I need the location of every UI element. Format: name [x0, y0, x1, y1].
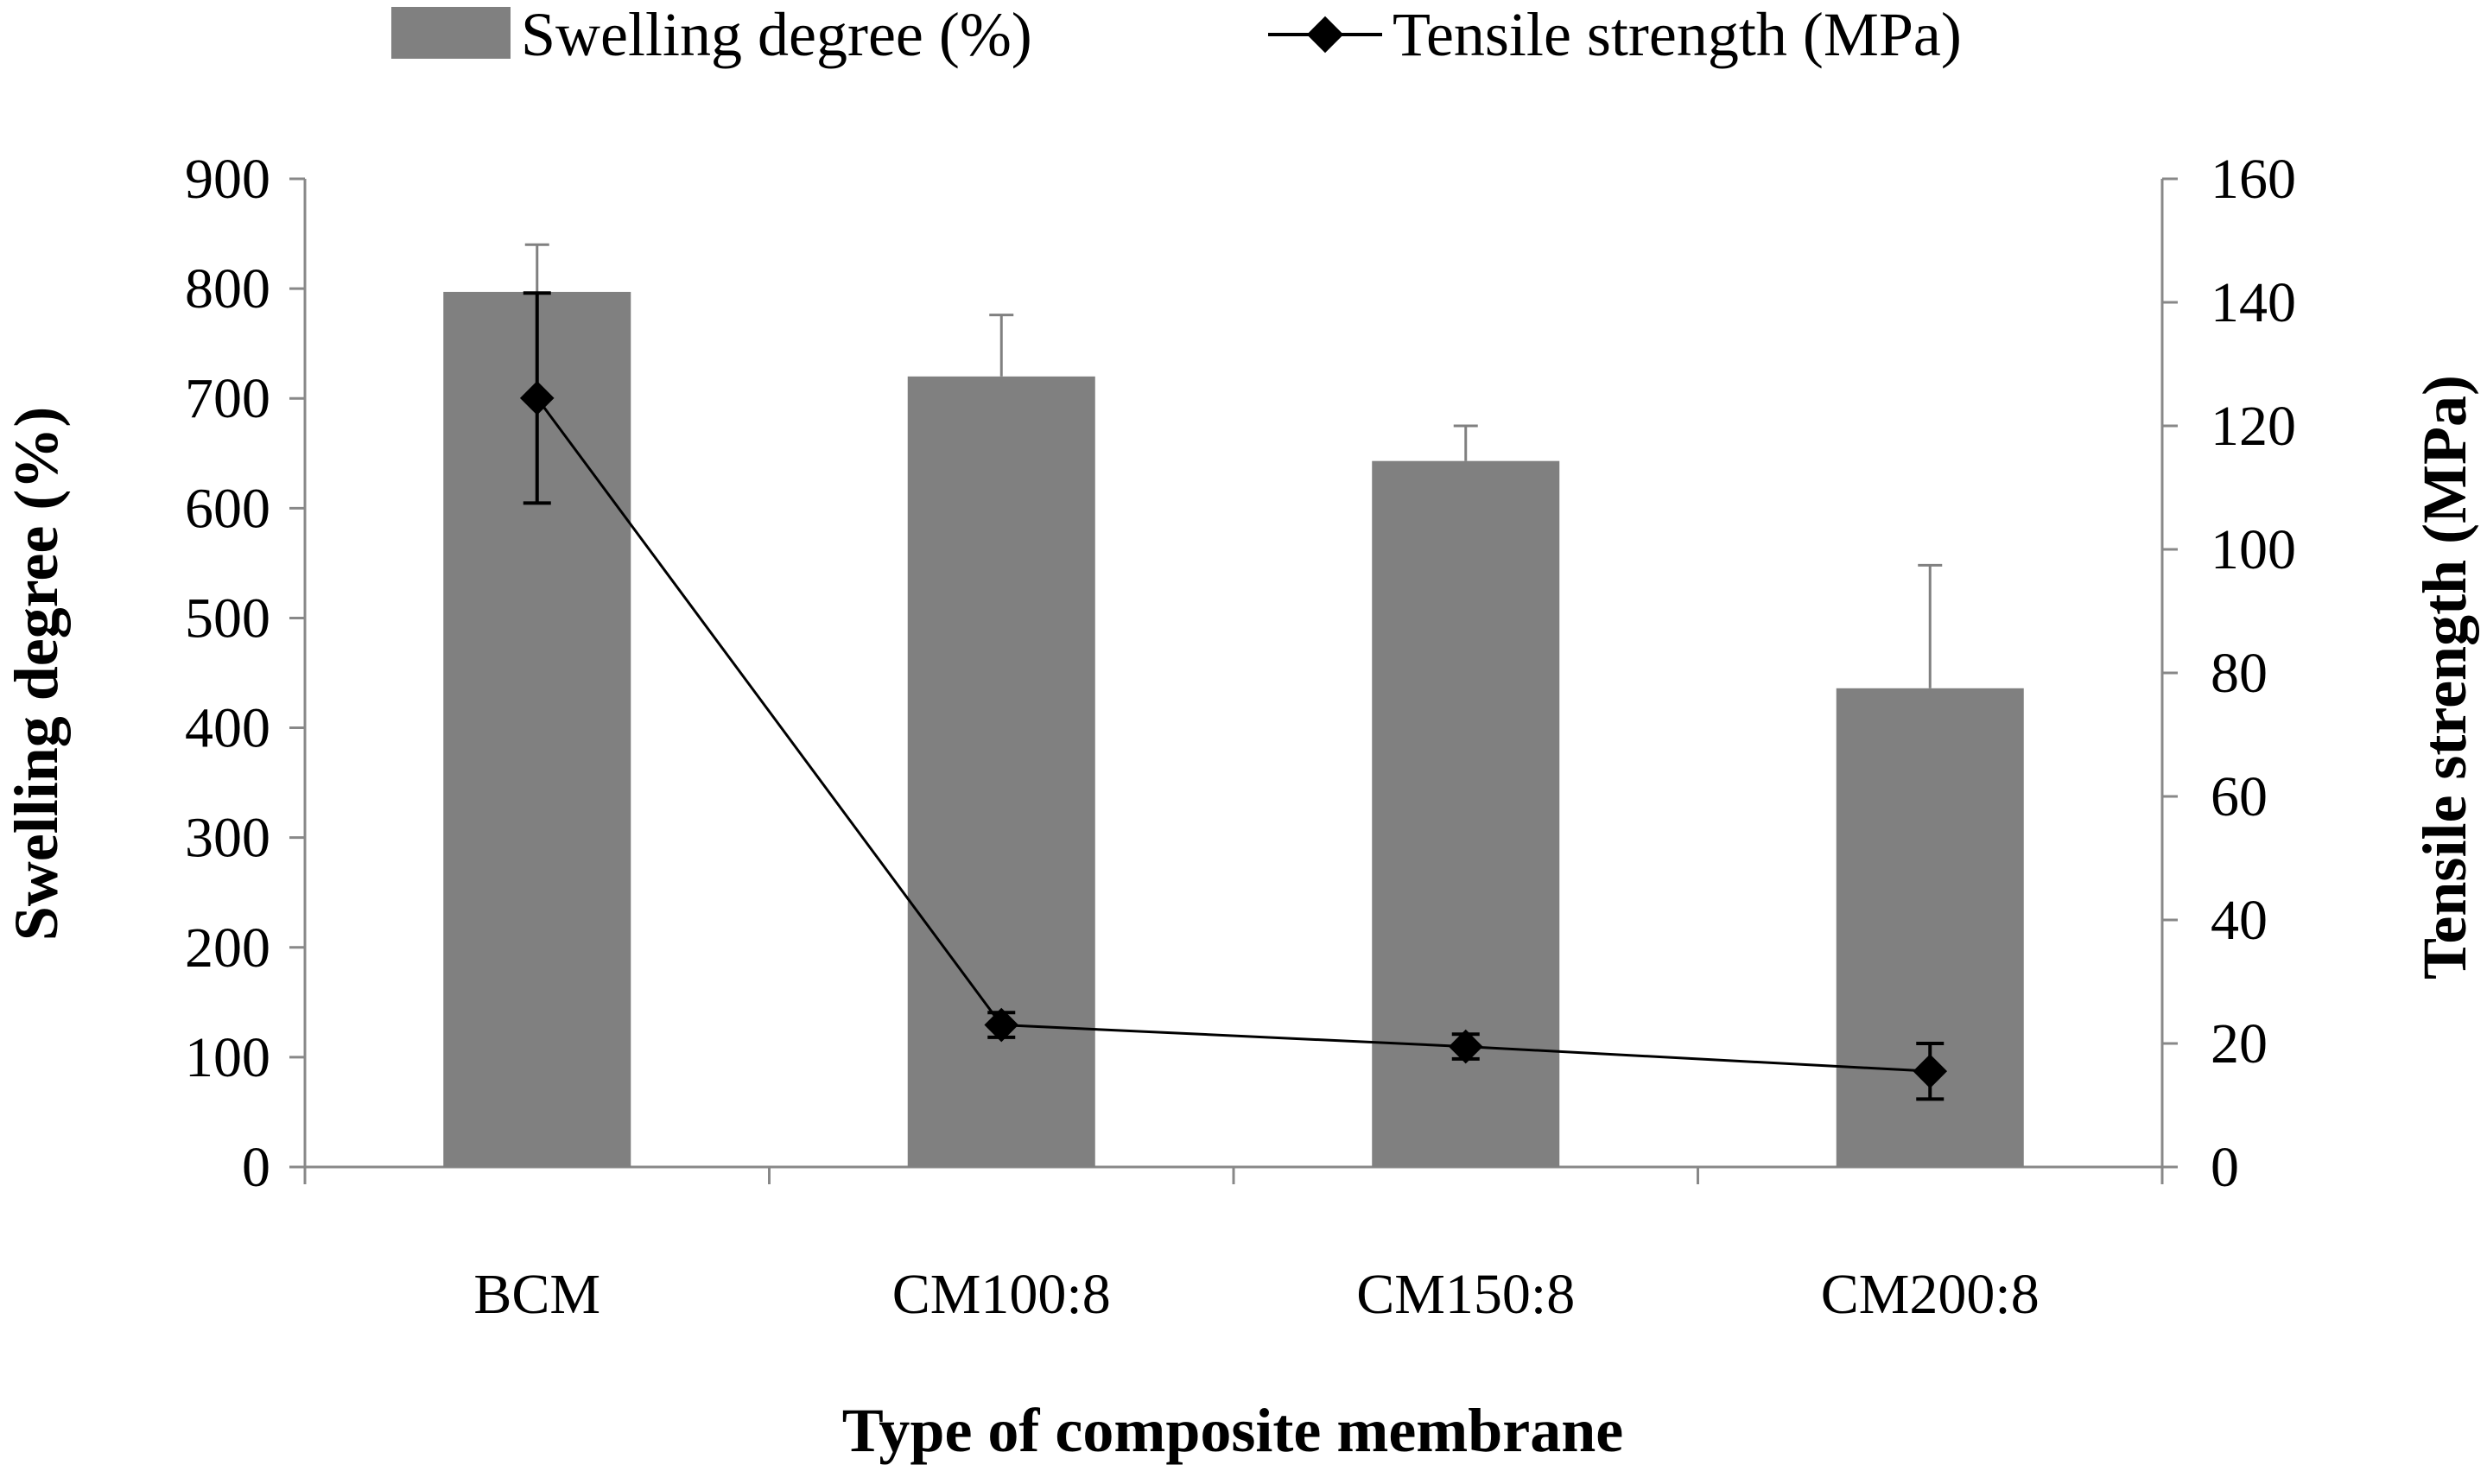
swelling-error-bars — [524, 243, 1943, 688]
left-tick-label: 700 — [185, 367, 270, 430]
right-tick-label: 40 — [2211, 889, 2268, 952]
right-tick-label: 140 — [2211, 271, 2296, 334]
left-tick-label: 400 — [185, 697, 270, 760]
left-tick-label: 200 — [185, 916, 270, 980]
legend-marker-tensile — [1306, 16, 1344, 54]
right-tick-label: 60 — [2211, 765, 2268, 828]
tensile-series — [519, 291, 1948, 1101]
right-tick-label: 120 — [2211, 395, 2296, 458]
left-tick-label: 900 — [185, 148, 270, 211]
right-tick-label: 160 — [2211, 148, 2296, 211]
right-tick-label: 80 — [2211, 642, 2268, 705]
x-tick-label: CM100:8 — [892, 1263, 1111, 1326]
tensile-point — [1913, 1054, 1948, 1088]
left-tick-label: 800 — [185, 257, 270, 320]
legend-label-swelling: Swelling degree (%) — [521, 0, 1032, 69]
y-axis-right-title: Tensile strength (MPa) — [2410, 375, 2479, 980]
x-axis-ticks: BCM CM100:8 CM150:8 CM200:8 — [303, 1167, 2164, 1326]
swelling-bar — [907, 376, 1095, 1167]
left-tick-label: 100 — [185, 1026, 270, 1089]
tensile-point — [1448, 1029, 1483, 1064]
tensile-line — [536, 396, 1931, 1073]
right-tick-label: 100 — [2211, 518, 2296, 581]
x-tick-label: BCM — [473, 1263, 600, 1326]
left-tick-label: 0 — [242, 1136, 270, 1199]
left-tick-label: 500 — [185, 587, 270, 650]
right-tick-label: 20 — [2211, 1012, 2268, 1075]
legend: Swelling degree (%) Tensile strength (MP… — [391, 0, 1962, 69]
left-tick-label: 300 — [185, 807, 270, 870]
y-axis-left-title: Swelling degree (%) — [2, 407, 71, 942]
left-axis-ticks: 0 100 200 300 400 500 600 700 800 900 — [185, 148, 305, 1199]
x-tick-label: CM200:8 — [1821, 1263, 2040, 1326]
legend-swatch-swelling — [391, 7, 511, 59]
tensile-point — [984, 1007, 1019, 1043]
right-tick-label: 0 — [2211, 1136, 2239, 1199]
tensile-point — [519, 381, 555, 415]
legend-label-tensile: Tensile strength (MPa) — [1393, 0, 1962, 69]
x-axis-title: Type of composite membrane — [842, 1396, 1624, 1465]
left-tick-label: 600 — [185, 477, 270, 540]
right-axis-ticks: 0 20 40 60 80 100 120 140 160 — [2162, 148, 2296, 1199]
x-tick-label: CM150:8 — [1356, 1263, 1575, 1326]
